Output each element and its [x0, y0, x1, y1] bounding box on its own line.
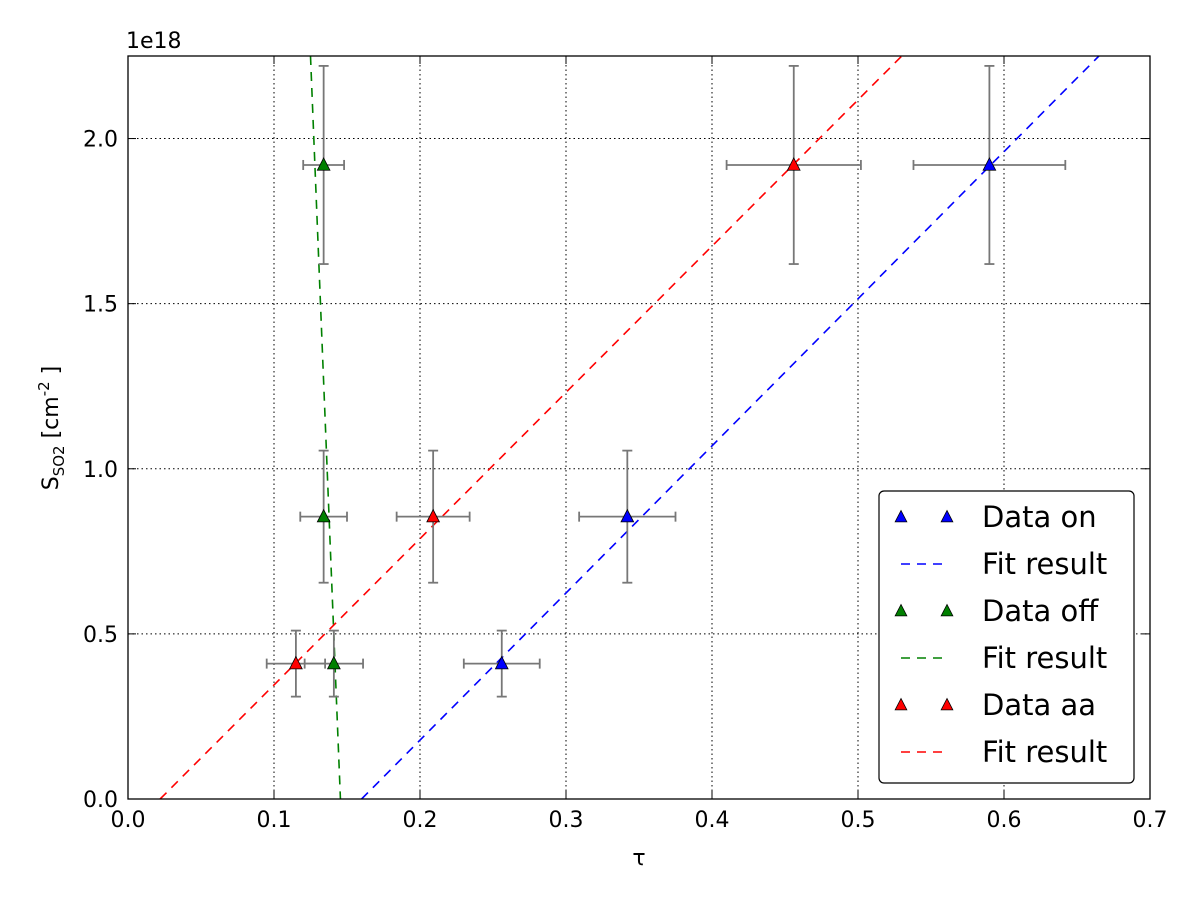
legend-label: Fit result — [982, 735, 1107, 769]
y-tick-label: 0.5 — [83, 623, 118, 648]
y-tick-label: 0.0 — [83, 788, 118, 813]
legend-label: Data off — [982, 594, 1099, 628]
data-point — [326, 655, 341, 670]
y-tick-label: 1.0 — [83, 458, 118, 483]
legend-marker — [894, 603, 908, 617]
legend-label: Fit result — [982, 641, 1107, 675]
x-tick-label: 0.4 — [695, 808, 730, 833]
fit-lines-layer — [159, 56, 1100, 799]
y-axis-label-prefix: S — [39, 476, 64, 490]
legend-label: Data aa — [982, 688, 1096, 722]
y-axis-label: SSO2 [cm-2 ] — [35, 366, 68, 491]
ticks-layer — [127, 56, 1151, 800]
legend-marker — [940, 509, 954, 523]
y-axis-label-superscript: -2 — [35, 381, 53, 396]
y-axis-label-unit-open: [cm — [39, 396, 64, 445]
x-tick-label: 0.3 — [549, 808, 584, 833]
x-tick-label: 0.0 — [111, 808, 146, 833]
plot-frame — [127, 55, 1151, 800]
legend-label: Data on — [982, 500, 1097, 534]
fit-line — [309, 56, 342, 799]
y-axis-label-subscript: SO2 — [50, 445, 68, 476]
legend: Data on Fit result Data off Fit result Data … — [878, 490, 1135, 784]
y-offset-label: 1e18 — [126, 29, 182, 54]
data-point — [620, 508, 635, 523]
y-tick-label: 1.5 — [83, 293, 118, 318]
tick-labels-layer: 0.0 0.1 0.2 0.3 0.4 0.5 0.6 0.7 0.0 0.5 1.0 1.5 2.0 — [83, 128, 1168, 833]
legend-marker — [894, 697, 908, 711]
legend-marker — [940, 697, 954, 711]
y-axis-label-unit-close: ] — [39, 366, 64, 382]
legend-label: Fit result — [982, 547, 1107, 581]
x-tick-label: 0.6 — [987, 808, 1022, 833]
fit-line — [361, 56, 1100, 799]
data-point — [316, 157, 331, 171]
x-axis-label: τ — [632, 846, 645, 871]
data-point — [786, 157, 801, 171]
data-point — [982, 157, 997, 171]
legend-marker — [940, 603, 954, 617]
data-points-layer — [288, 157, 997, 670]
data-point — [426, 508, 441, 523]
data-point — [288, 655, 303, 670]
x-tick-label: 0.2 — [403, 808, 438, 833]
data-point — [316, 508, 331, 523]
y-tick-label: 2.0 — [83, 128, 118, 153]
legend-marker — [894, 509, 908, 523]
x-tick-label: 0.7 — [1133, 808, 1168, 833]
x-tick-label: 0.5 — [841, 808, 876, 833]
legend-entries: Data on Fit result Data off Fit result Data … — [894, 500, 1107, 769]
x-tick-label: 0.1 — [257, 808, 292, 833]
data-point — [494, 655, 509, 670]
